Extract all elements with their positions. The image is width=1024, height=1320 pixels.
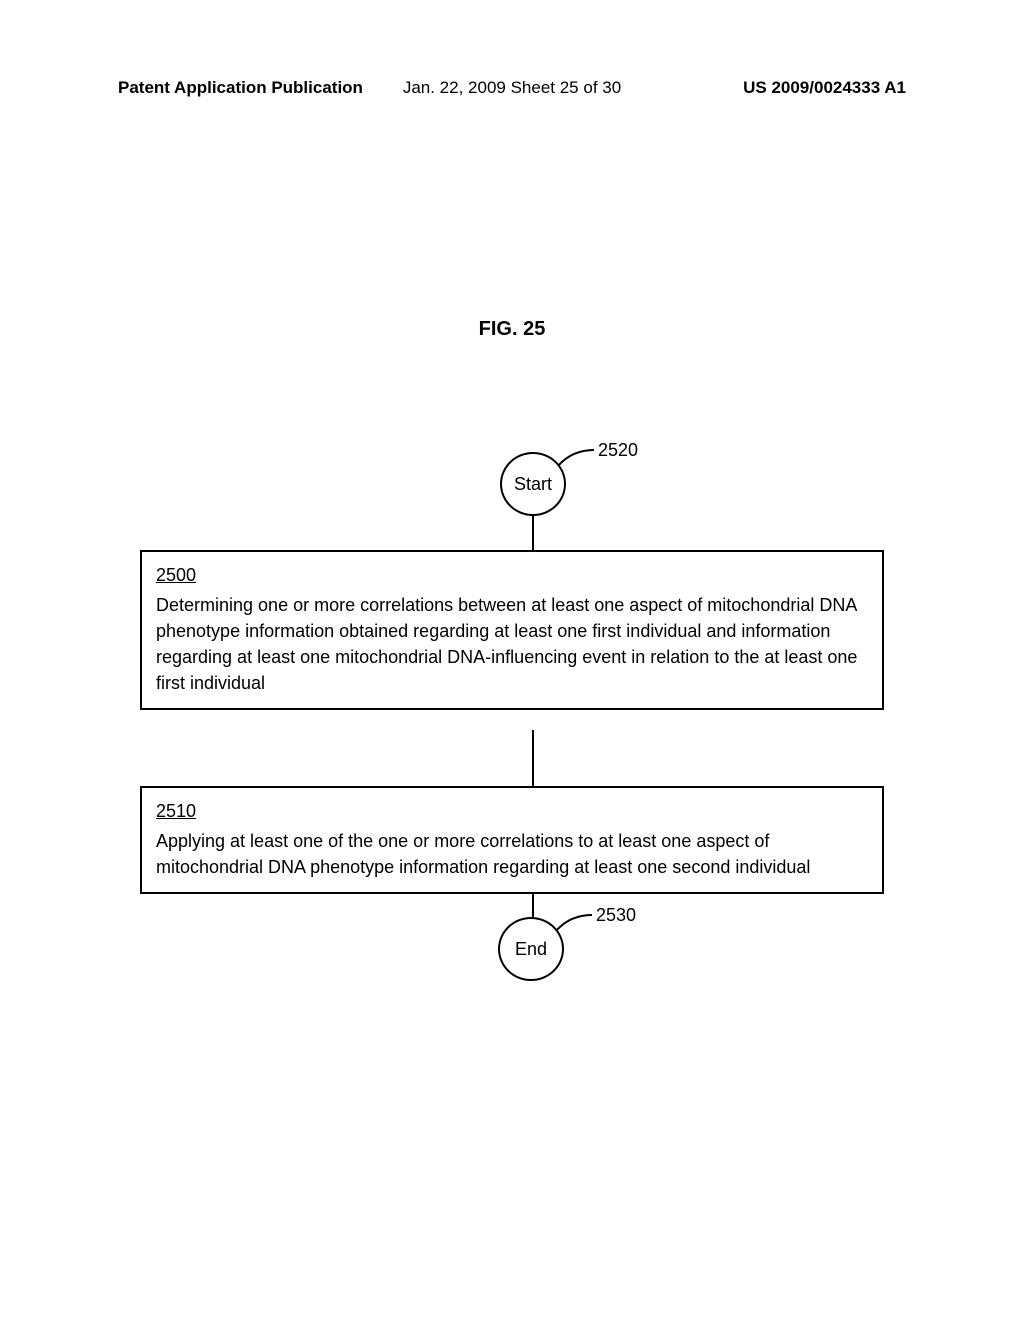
flowchart-step-2510: 2510 Applying at least one of the one or…	[140, 786, 884, 894]
connector-line	[532, 730, 534, 787]
step-ref-2500: 2500	[156, 562, 868, 588]
figure-title: FIG. 25	[0, 318, 1024, 341]
patent-page: Patent Application Publication Jan. 22, …	[0, 0, 1024, 1320]
flowchart-end: End	[498, 917, 564, 981]
connector-line	[532, 515, 534, 551]
step-text-2500: Determining one or more correlations bet…	[156, 595, 857, 693]
step-ref-2510: 2510	[156, 798, 868, 824]
header-pub-number: US 2009/0024333 A1	[743, 78, 906, 98]
header-publication: Patent Application Publication	[118, 78, 363, 98]
flowchart-start: Start	[500, 452, 566, 516]
start-ref-number: 2520	[598, 440, 638, 461]
header-date-sheet: Jan. 22, 2009 Sheet 25 of 30	[403, 78, 621, 98]
step-text-2510: Applying at least one of the one or more…	[156, 831, 810, 877]
page-header: Patent Application Publication Jan. 22, …	[0, 78, 1024, 98]
end-label: End	[515, 939, 547, 960]
flowchart-step-2500: 2500 Determining one or more correlation…	[140, 550, 884, 710]
start-label: Start	[514, 474, 552, 495]
connector-line	[532, 894, 534, 918]
end-ref-number: 2530	[596, 905, 636, 926]
